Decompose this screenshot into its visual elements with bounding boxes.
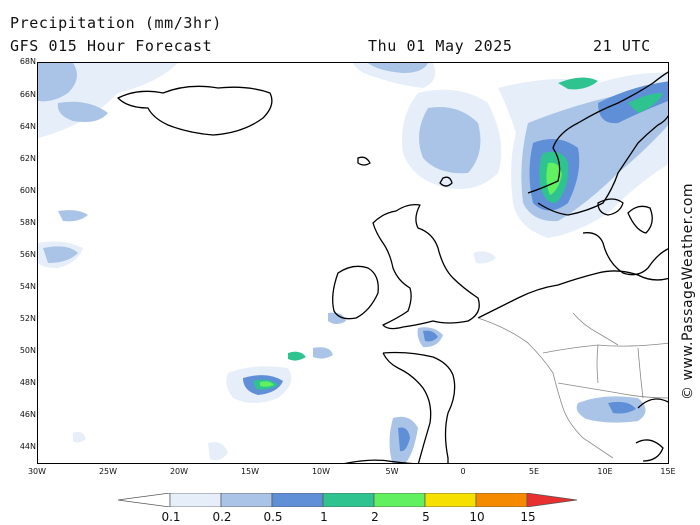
lon-label: 10E (597, 467, 613, 476)
lat-label: 46N (19, 410, 36, 419)
lat-label: 58N (19, 218, 36, 227)
lat-label: 66N (19, 90, 36, 99)
legend-color-box (475, 493, 528, 507)
legend-color-box (373, 493, 426, 507)
forecast-time: 21 UTC (593, 37, 651, 55)
lon-label: 20W (169, 467, 189, 476)
lon-label: 5W (385, 467, 399, 476)
legend-color-box (220, 493, 273, 507)
lat-label: 60N (19, 186, 36, 195)
coastlines (117, 71, 668, 463)
forecast-date: Thu 01 May 2025 (368, 37, 513, 55)
legend-label: 0.5 (263, 510, 283, 524)
forecast-subtitle: GFS 015 Hour Forecast (10, 37, 213, 55)
lon-label: 10W (311, 467, 331, 476)
map-title: Precipitation (mm/3hr) (10, 14, 222, 32)
legend-color-low (118, 493, 171, 507)
legend-label: 10 (469, 510, 485, 524)
legend-label: 2 (371, 510, 379, 524)
lon-label: 25W (98, 467, 118, 476)
lat-label: 52N (19, 314, 36, 323)
legend-color-high (526, 493, 578, 507)
lat-label: 50N (19, 346, 36, 355)
legend-label: 1 (320, 510, 328, 524)
precipitation-map (37, 62, 669, 464)
legend-label: 5 (422, 510, 430, 524)
lon-label: 15W (240, 467, 260, 476)
legend-color-box (322, 493, 375, 507)
lon-label: 15E (660, 467, 676, 476)
copyright-watermark: © www.PassageWeather.com (680, 182, 696, 400)
legend-label: 0.2 (212, 510, 232, 524)
lat-label: 64N (19, 122, 36, 131)
precipitation-shading (38, 63, 668, 463)
lat-label: 62N (19, 154, 36, 163)
legend-color-box (169, 493, 222, 507)
lat-label: 54N (19, 282, 36, 291)
country-borders (477, 312, 668, 459)
lat-label: 56N (19, 250, 36, 259)
precipitation-legend (118, 493, 578, 507)
map-canvas (38, 63, 668, 463)
legend-label: 15 (520, 510, 536, 524)
lon-label: 0 (460, 467, 466, 476)
lon-label: 30W (27, 467, 47, 476)
lat-label: 48N (19, 378, 36, 387)
lat-label: 68N (19, 57, 36, 66)
legend-label: 0.1 (161, 510, 181, 524)
lat-label: 44N (19, 442, 36, 451)
legend-color-box (424, 493, 477, 507)
lon-label: 5E (528, 467, 540, 476)
legend-color-box (271, 493, 324, 507)
